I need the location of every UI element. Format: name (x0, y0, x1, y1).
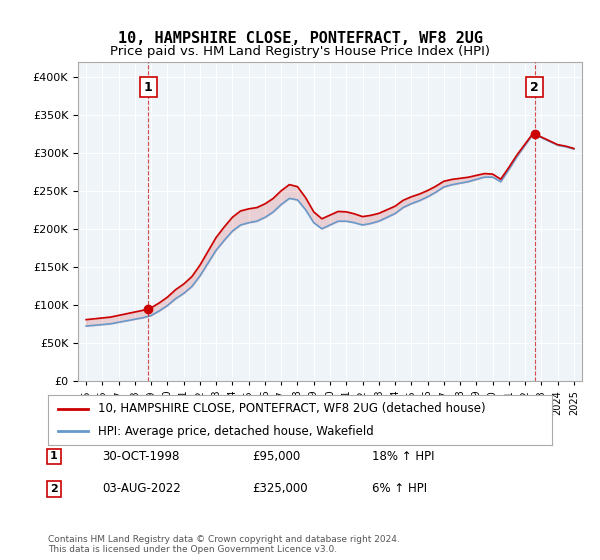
Text: Price paid vs. HM Land Registry's House Price Index (HPI): Price paid vs. HM Land Registry's House … (110, 45, 490, 58)
Text: 18% ↑ HPI: 18% ↑ HPI (372, 450, 434, 463)
Text: 03-AUG-2022: 03-AUG-2022 (102, 482, 181, 496)
Text: £325,000: £325,000 (252, 482, 308, 496)
Text: 6% ↑ HPI: 6% ↑ HPI (372, 482, 427, 496)
Text: 30-OCT-1998: 30-OCT-1998 (102, 450, 179, 463)
Text: 2: 2 (530, 81, 539, 94)
Text: Contains HM Land Registry data © Crown copyright and database right 2024.
This d: Contains HM Land Registry data © Crown c… (48, 535, 400, 554)
Text: 1: 1 (50, 451, 58, 461)
Text: 2: 2 (50, 484, 58, 494)
Text: 1: 1 (144, 81, 153, 94)
Text: HPI: Average price, detached house, Wakefield: HPI: Average price, detached house, Wake… (98, 424, 374, 437)
Text: 10, HAMPSHIRE CLOSE, PONTEFRACT, WF8 2UG: 10, HAMPSHIRE CLOSE, PONTEFRACT, WF8 2UG (118, 31, 482, 46)
Text: 10, HAMPSHIRE CLOSE, PONTEFRACT, WF8 2UG (detached house): 10, HAMPSHIRE CLOSE, PONTEFRACT, WF8 2UG… (98, 403, 486, 416)
Text: £95,000: £95,000 (252, 450, 300, 463)
